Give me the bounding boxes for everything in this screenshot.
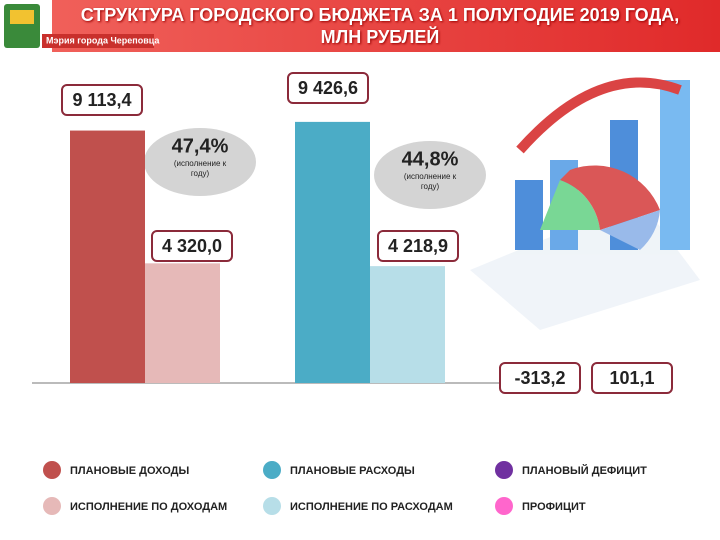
annotation-value: 44,8% — [402, 148, 459, 170]
logo-crest-part — [10, 10, 34, 24]
value-label-box — [377, 230, 459, 262]
value-label: 101,1 — [609, 368, 654, 388]
value-label-box — [61, 84, 143, 116]
value-label-box — [151, 230, 233, 262]
legend-marker — [495, 497, 513, 515]
value-label-box — [499, 362, 581, 394]
legend-label: ПЛАНОВЫЕ ДОХОДЫ — [70, 465, 189, 477]
bar — [145, 263, 220, 383]
annotation-note-box: (исполнение к году) — [173, 159, 227, 178]
annotation-value: 47,4% — [172, 135, 229, 157]
logo-band — [42, 34, 154, 48]
title-banner — [52, 0, 720, 52]
legend-label: ПЛАНОВЫЕ РАСХОДЫ — [290, 465, 415, 477]
value-label: 9 113,4 — [72, 90, 131, 110]
legend-label: ПРОФИЦИТ — [522, 501, 586, 513]
annotation-note: (исполнение к году) — [403, 172, 457, 191]
annotation-note: (исполнение к году) — [173, 159, 227, 178]
legend-marker — [263, 497, 281, 515]
value-label: -313,2 — [514, 368, 565, 388]
legend-label: ИСПОЛНЕНИЕ ПО ДОХОДАМ — [70, 501, 227, 513]
value-label-box — [287, 72, 369, 104]
chart-title: СТРУКТУРА ГОРОДСКОГО БЮДЖЕТА ЗА 1 ПОЛУГО… — [80, 5, 680, 47]
bar — [295, 121, 370, 383]
bar — [70, 130, 145, 383]
value-label: 4 218,9 — [388, 236, 448, 256]
value-label-box — [591, 362, 673, 394]
annotation-note-box: (исполнение к году) — [403, 172, 457, 191]
logo-text: Мэрия города Череповца — [46, 35, 160, 45]
legend-marker — [495, 461, 513, 479]
legend-marker — [43, 461, 61, 479]
annotation-bubble — [144, 128, 256, 196]
annotation-bubble — [374, 141, 486, 209]
legend-label: ПЛАНОВЫЙ ДЕФИЦИТ — [522, 464, 647, 477]
value-label: 4 320,0 — [162, 236, 222, 256]
legend-marker — [43, 497, 61, 515]
bar — [370, 266, 445, 383]
legend-label: ИСПОЛНЕНИЕ ПО РАСХОДАМ — [290, 501, 453, 513]
value-label: 9 426,6 — [298, 78, 358, 98]
legend-marker — [263, 461, 281, 479]
illustration — [470, 77, 700, 330]
